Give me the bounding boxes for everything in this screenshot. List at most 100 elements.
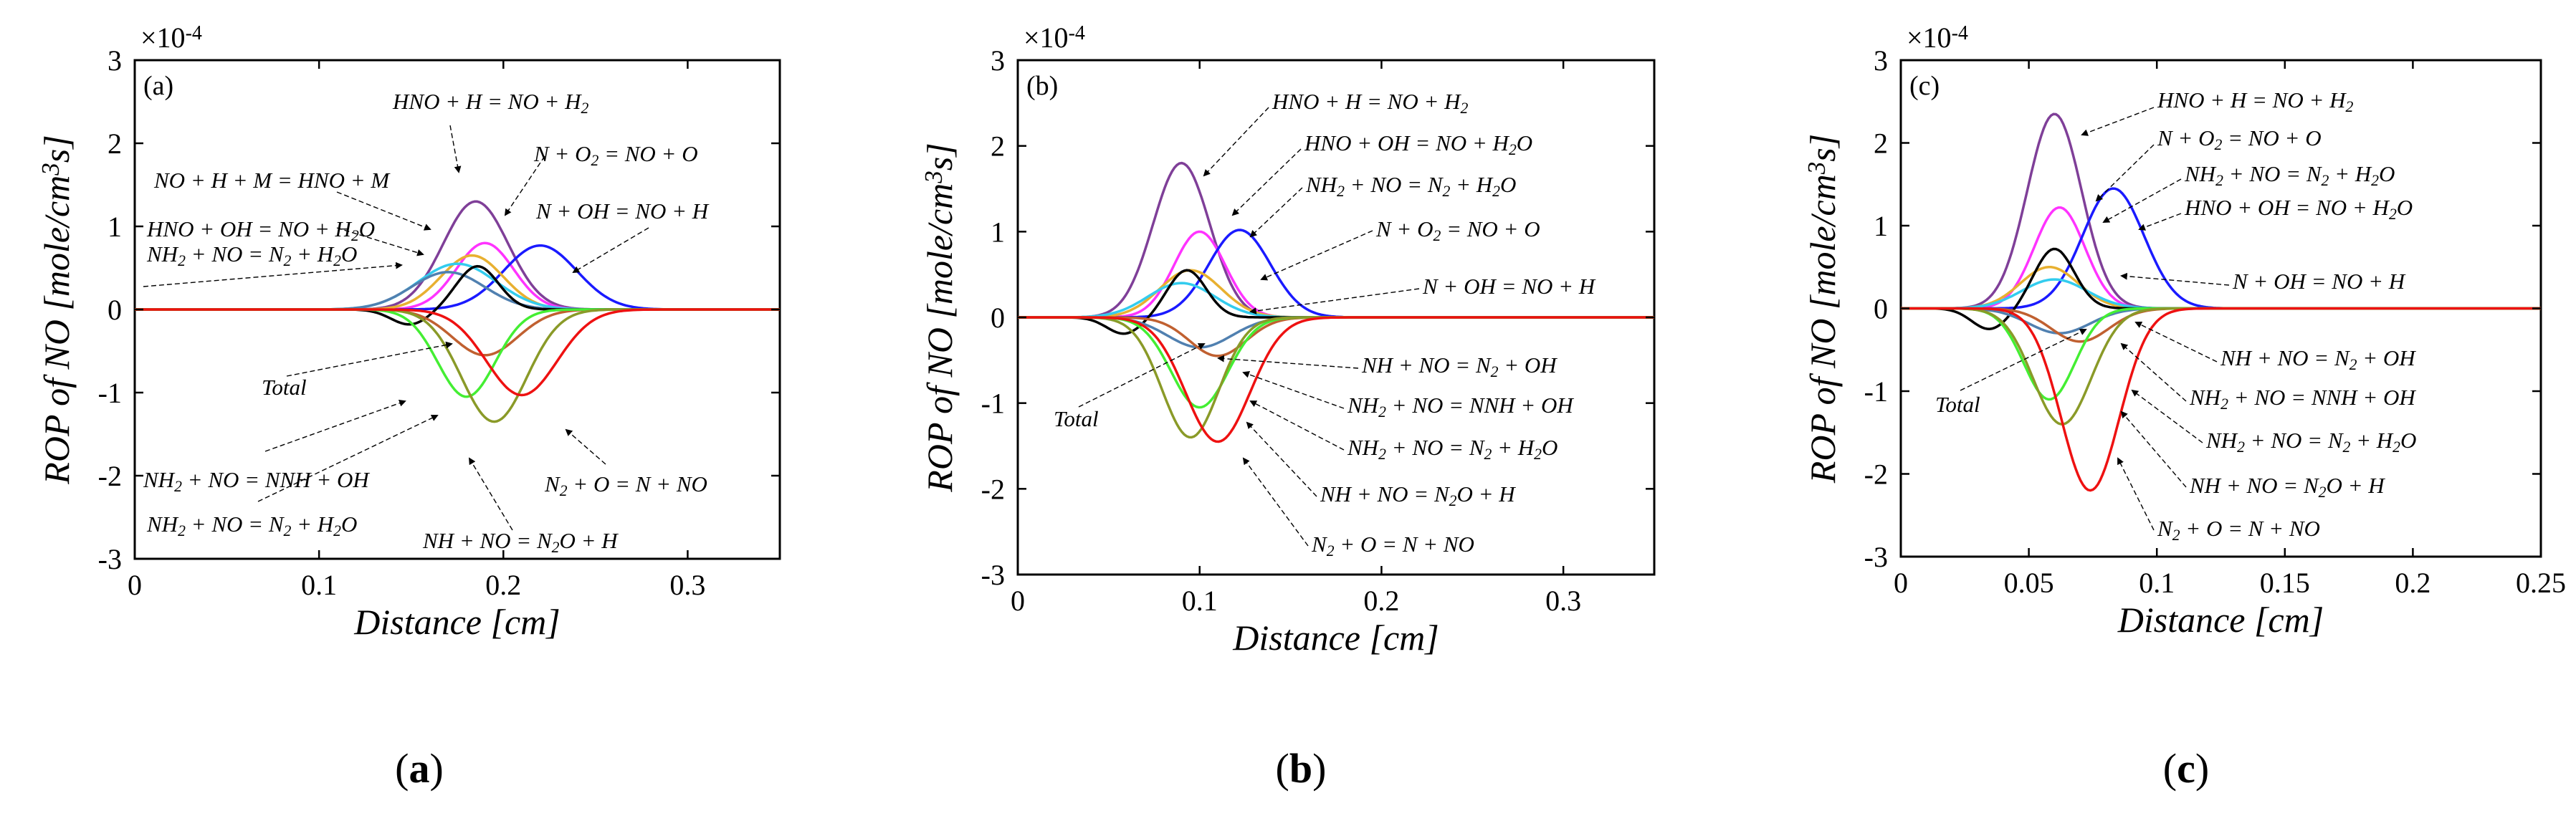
annotation-arrow [2134,322,2218,363]
annotation-arrow [1217,355,1359,369]
series-line-green [135,308,780,398]
reaction-annotation: HNO + OH = NO + H2O [146,216,375,244]
reaction-annotation: N2 + O = N + NO [544,471,707,499]
reaction-annotation: Total [1935,392,1980,417]
annotation-arrow [1242,457,1309,547]
x-tick-label: 0.2 [2395,567,2430,599]
series-line-brown [1901,307,2541,343]
annotation-arrow [1249,187,1303,238]
reaction-annotation: NH2 + NO = NNH + OH [2189,385,2416,413]
y-tick-label: -2 [981,473,1005,505]
caption-a: (a) [395,745,444,792]
x-tick-label: 0 [1011,585,1025,617]
y-tick-label: 3 [991,44,1005,77]
chart-panel-b: 0 0.1 0.2 0.3 -3 -2 -1 0 1 2 3 ×10-4 (b) Distance [cm… [920,21,1656,658]
reaction-annotation: NH2 + NO = N2 + H2O [2205,428,2416,456]
annotation-arrow [2081,107,2155,136]
y-axis-label: ROP of NO [mole/cm3s] [920,143,960,492]
reaction-annotation: N + OH = NO + H [2232,269,2406,294]
x-tick-label: 0.1 [2139,567,2175,599]
annotation-arrow [336,227,424,256]
annotation-arrow [1231,148,1302,216]
y-tick-label: 0 [991,302,1005,334]
reaction-annotation: NH2 + NO = NNH + OH [143,467,370,495]
x-tick-label: 0.1 [301,569,337,601]
reaction-annotation: HNO + OH = NO + H2O [2184,195,2413,223]
reaction-annotation: NH + NO = N2O + H [422,528,619,556]
caption-c: (c) [2163,745,2209,792]
y-multiplier: ×10-4 [1024,21,1085,54]
y-axis-label: ROP of NO [mole/cm3s] [1803,134,1843,484]
annotation-arrow [1249,400,1345,451]
annotation-arrow [468,457,513,531]
y-multiplier: ×10-4 [1907,21,1968,54]
x-tick-label: 0.2 [1363,585,1399,617]
x-axis-label: Distance [cm] [353,602,560,642]
y-tick-label: -1 [1864,375,1888,408]
x-tick-label: 0.25 [2516,567,2566,599]
y-tick-label: 2 [108,128,122,160]
reaction-annotation: NH + NO = N2 + OH [1361,352,1557,380]
annotation-arrow [449,125,462,173]
chart-panel-c: 0 0.05 0.1 0.15 0.2 0.25 -3 -2 -1 0 1 2 3 ×10-4 (c) Dis… [1803,21,2566,640]
annotation-arrow [2117,457,2155,531]
reaction-annotation: NH2 + NO = NNH + OH [1347,393,1574,421]
x-tick-label: 0.3 [669,569,705,601]
y-tick-label: 0 [108,294,122,326]
series-line-steel [1018,316,1654,349]
reaction-annotation: NH + NO = N2O + H [1320,481,1516,509]
x-tick-label: 0.3 [1545,585,1581,617]
annotation-arrow [143,261,403,287]
annotation-arrow [2102,178,2182,223]
reaction-annotation: HNO + OH = NO + H2O [1304,130,1532,158]
y-tick-label: -3 [98,543,122,575]
y-tick-label: -3 [1864,541,1888,573]
x-tick-label: 0 [128,569,142,601]
series-line-red [1018,316,1654,443]
series-line-red [135,308,780,397]
y-multiplier: ×10-4 [140,21,202,54]
annotation-arrow [1246,421,1317,497]
reaction-annotation: NH2 + NO = N2 + H2O [146,512,357,539]
panel-label: (a) [143,71,173,101]
annotation-arrow [286,341,453,377]
x-tick-label: 0.05 [2004,567,2054,599]
annotation-arrow [504,155,545,216]
annotation-arrow [2120,272,2230,286]
panel-label: (b) [1026,71,1058,101]
reaction-annotation: NH2 + NO = N2 + H2O [1305,172,1516,200]
annotation-arrow [2120,342,2187,402]
y-tick-label: 2 [1874,128,1888,160]
y-tick-label: 0 [1874,293,1888,325]
annotation-arrow [1249,288,1420,315]
x-tick-label: 0.1 [1182,585,1218,617]
annotation-arrow [2120,410,2187,488]
x-tick-label: 0.15 [2260,567,2310,599]
reaction-annotation: NO + H + M = HNO + M [153,168,391,193]
annotation-arrow [1242,371,1345,409]
reaction-annotation: N2 + O = N + NO [2157,516,2320,544]
y-tick-label: 3 [1874,44,1888,77]
reaction-annotation: HNO + H = NO + H2 [2157,87,2354,115]
series-line-red [1901,307,2541,492]
reaction-annotation: Total [262,375,307,400]
y-tick-label: -3 [981,559,1005,591]
x-tick-label: 0.2 [485,569,521,601]
reaction-annotation: HNO + H = NO + H2 [392,89,589,117]
annotation-arrow [2131,389,2203,443]
x-tick-label: 0 [1894,567,1908,599]
annotation-arrow [2095,144,2155,202]
y-tick-label: 2 [991,130,1005,163]
reaction-annotation: N + OH = NO + H [535,198,710,224]
annotation-arrow [1203,107,1269,177]
y-tick-label: -1 [981,388,1005,420]
x-axis-label: Distance [cm] [1232,618,1439,658]
caption-b: (b) [1276,745,1327,792]
y-tick-label: 1 [1874,210,1888,242]
x-axis-label: Distance [cm] [2117,600,2324,640]
reaction-annotation: N + O2 = NO + O [2157,125,2322,153]
series-line-brown [1018,316,1654,357]
series-line-olive [1018,316,1654,439]
reaction-annotation: NH2 + NO = N2 + H2O [146,241,357,269]
